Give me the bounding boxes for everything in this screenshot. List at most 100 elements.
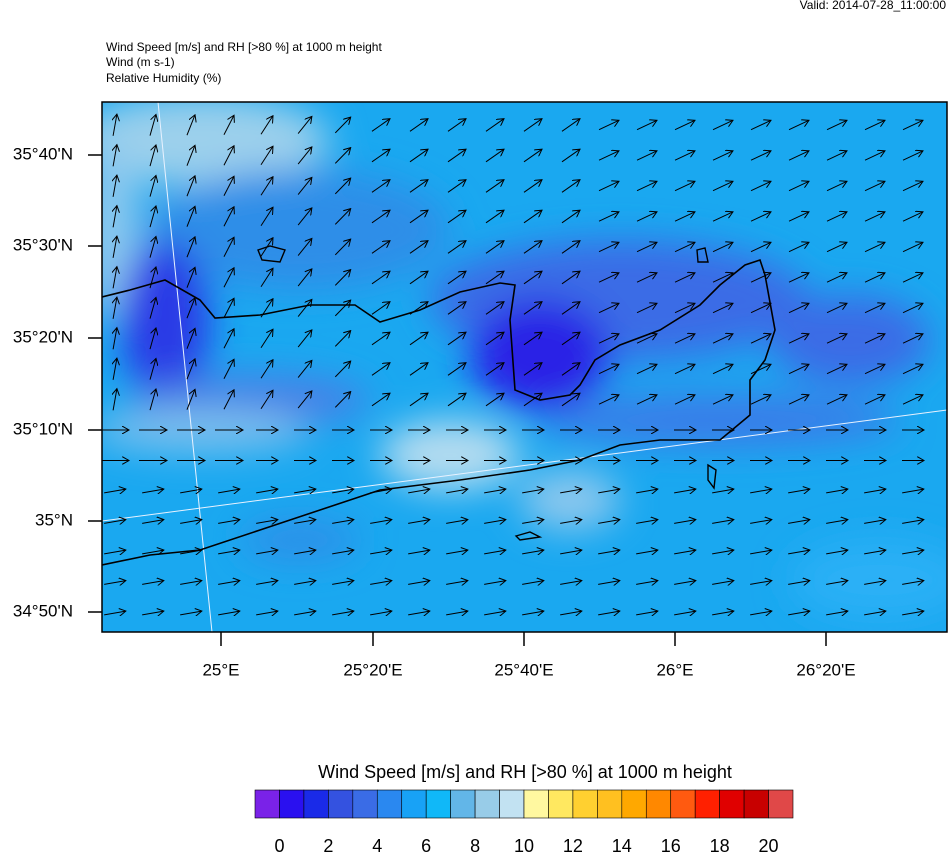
wind-arrow [294,611,316,615]
wind-arrow [826,303,847,314]
wind-arrow [788,334,809,344]
colorbar-box [425,789,451,819]
wind-arrow [598,151,619,161]
wind-arrow [902,273,923,283]
colorbar-label: 14 [612,836,632,854]
wind-arrow [598,334,619,344]
wind-arrow [485,119,504,132]
wind-arrow [113,267,117,289]
wind-arrow [186,145,195,166]
wind-arrow [902,120,923,131]
wind-arrow [636,181,657,192]
wind-arrow [104,489,126,493]
wind-arrow [260,390,273,410]
wind-arrow [788,212,809,222]
wind-arrow [409,210,428,224]
wind-arrow [826,334,847,344]
wind-arrow [523,271,542,285]
wind-arrow [636,395,657,405]
wind-arrow [334,392,350,408]
wind-arrow [902,395,923,405]
wind-arrow [186,115,195,136]
wind-arrow [297,299,312,317]
wind-arrow [256,520,278,524]
wind-arrow [149,297,156,319]
wind-arrow [561,363,580,376]
wind-arrow [334,239,350,256]
colorbar-box [523,789,549,819]
wind-arrow [180,489,202,493]
wind-arrow [864,120,885,131]
wind-arrow [750,181,771,192]
wind-arrow [149,145,156,167]
colorbar-box [279,789,305,819]
wind-arrow [598,611,620,615]
wind-arrow [561,393,580,407]
wind-arrow [560,581,582,585]
wind-arrow [256,489,278,493]
wind-arrow [674,273,695,283]
wind-arrow [260,207,273,227]
wind-arrow [332,581,354,585]
wind-arrow [750,489,772,493]
wind-arrow [256,581,278,585]
wind-arrow [674,395,695,405]
wind-arrow [712,303,733,314]
wind-arrow [149,267,156,289]
wind-arrow [223,359,234,380]
wind-arrow [674,550,696,554]
wind-arrow [409,149,428,163]
wind-arrow [484,581,506,585]
wind-arrow [598,242,619,253]
wind-arrow [674,151,695,161]
wind-arrow [826,273,847,283]
wind-arrow [485,332,504,346]
wind-arrow [332,611,354,615]
wind-arrow [561,302,580,315]
lat-label: 35°40'N [13,144,73,163]
wind-arrow [864,520,886,524]
wind-arrow [223,298,234,319]
wind-arrow [223,207,234,227]
wind-arrow [674,520,696,524]
colorbar-box [719,789,745,819]
wind-arrow [409,180,428,193]
wind-arrow [826,242,847,253]
wind-arrow [484,550,506,554]
wind-arrow [370,581,392,585]
wind-arrow [712,181,733,192]
wind-arrow [750,120,771,131]
wind-arrow [636,242,657,253]
wind-arrow [522,611,544,615]
colorbar-label: 20 [759,836,779,854]
wind-arrow [149,175,156,197]
wind-arrow [297,269,312,287]
wind-arrow [826,151,847,161]
wind-arrow [902,364,923,375]
wind-arrow [750,151,771,161]
wind-arrow [674,242,695,253]
wind-arrow [447,363,466,376]
wind-arrow [104,520,126,524]
lon-label: 25°20'E [343,660,402,679]
wind-arrow [864,364,885,375]
wind-arrow [712,212,733,222]
wind-arrow [788,364,809,375]
wind-arrow [788,611,810,615]
wind-arrow [826,611,848,615]
wind-arrow [826,581,848,585]
colorbar-label: 0 [274,836,284,854]
wind-arrow [788,395,809,405]
wind-arrow [371,393,390,407]
wind-arrow [113,328,117,350]
wind-arrow [180,581,202,585]
wind-arrow [636,489,658,493]
wind-arrow [334,209,350,225]
title-line: Relative Humidity (%) [106,71,221,85]
wind-arrow [370,611,392,615]
wind-arrow [260,177,273,196]
wind-arrow [826,181,847,192]
wind-arrow [409,393,428,407]
wind-arrow [371,241,390,254]
